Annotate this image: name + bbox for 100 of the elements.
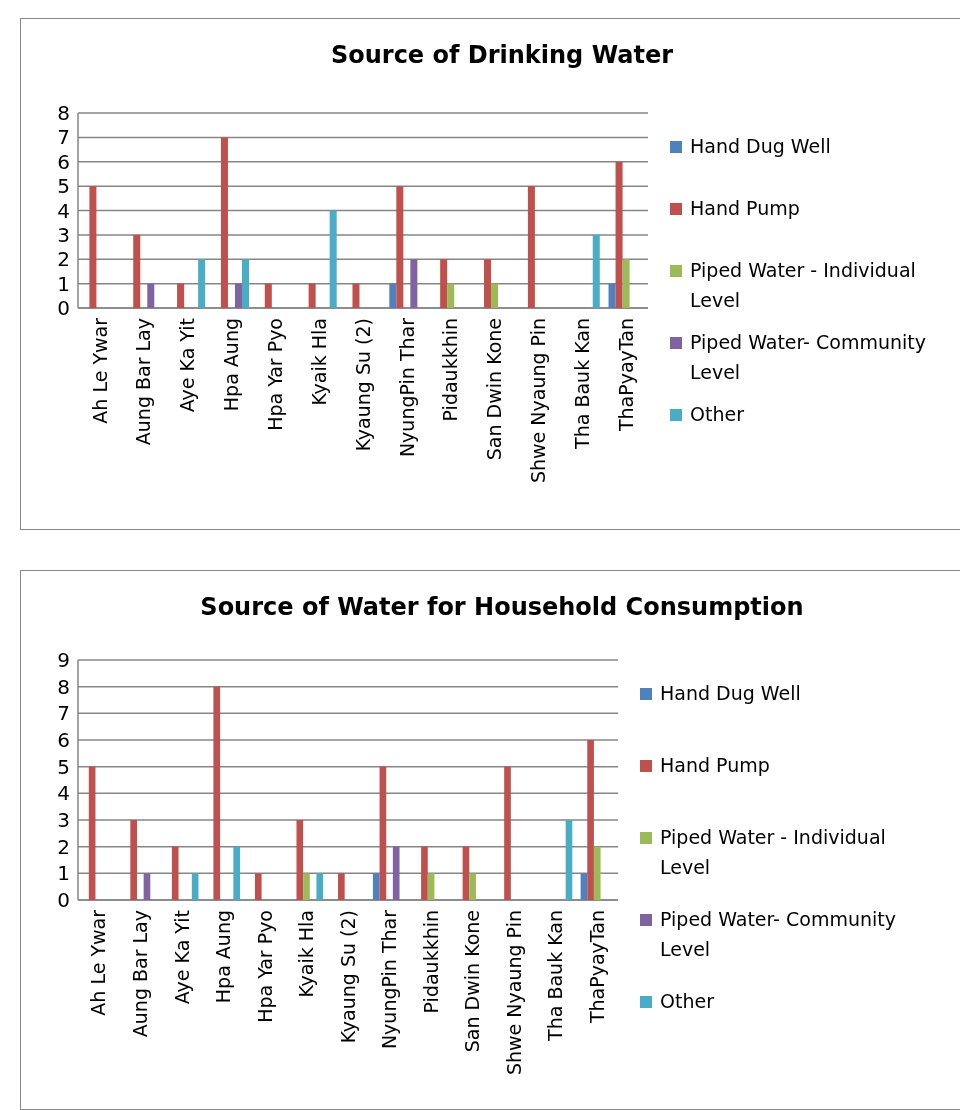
bar xyxy=(171,846,179,900)
y-tick-label: 5 xyxy=(57,754,70,779)
x-tick-label: ThaPyayTan xyxy=(585,910,608,1025)
bar xyxy=(191,873,199,900)
bar xyxy=(440,259,448,308)
legend-label: Piped Water- Community Level xyxy=(660,908,896,960)
bar xyxy=(527,186,535,308)
legend-label: Other xyxy=(660,990,715,1012)
y-tick-label: 3 xyxy=(57,808,70,832)
bar xyxy=(303,873,310,900)
bar xyxy=(615,161,623,308)
bar xyxy=(410,259,418,308)
bar xyxy=(88,766,96,900)
bar xyxy=(296,820,304,900)
legend-label: Piped Water - Individual Level xyxy=(660,826,886,878)
x-tick-label: Kyaung Su (2) xyxy=(336,910,359,1044)
x-tick-label: ThaPyayTan xyxy=(614,318,637,433)
chart-title: Source of Water for Household Consumption xyxy=(200,593,804,621)
y-tick-label: 4 xyxy=(57,198,70,223)
bar xyxy=(329,210,337,308)
bar xyxy=(338,873,345,900)
x-tick-label: Hpa Yar Pyo xyxy=(263,318,286,431)
bar xyxy=(565,820,573,900)
legend-label: Piped Water - Individual Level xyxy=(690,259,916,311)
y-tick-label: 7 xyxy=(57,125,70,150)
y-tick-label: 9 xyxy=(57,648,70,672)
y-tick-label: 6 xyxy=(57,728,70,752)
chart-title: Source of Drinking Water xyxy=(330,41,674,69)
legend-label: Hand Pump xyxy=(660,754,770,776)
x-tick-label: NyungPin Thar xyxy=(395,317,418,458)
y-tick-label: 0 xyxy=(57,296,70,320)
y-tick-label: 8 xyxy=(57,101,70,125)
bar xyxy=(592,234,600,308)
bar xyxy=(622,259,630,308)
bar xyxy=(143,873,151,900)
bar xyxy=(308,283,316,308)
bar xyxy=(130,820,137,900)
legend-label: Hand Dug Well xyxy=(690,135,831,157)
bar xyxy=(213,686,221,900)
bar xyxy=(133,234,141,308)
bar xyxy=(469,873,476,900)
x-tick-label: Ah Le Ywar xyxy=(88,317,111,424)
y-tick-label: 6 xyxy=(57,149,70,174)
bar xyxy=(421,846,428,900)
y-tick-label: 4 xyxy=(57,781,70,806)
bar xyxy=(580,873,588,900)
bar xyxy=(447,283,455,308)
x-tick-label: Hpa Yar Pyo xyxy=(253,910,276,1023)
bar xyxy=(234,283,242,308)
bar xyxy=(484,259,492,308)
x-tick-label: Aung Bar Lay xyxy=(128,910,151,1038)
y-tick-label: 1 xyxy=(57,271,70,296)
bar xyxy=(147,283,155,308)
bar xyxy=(491,283,499,308)
x-tick-label: San Dwin Kone xyxy=(461,910,484,1053)
x-tick-label: Kyaik Hla xyxy=(295,910,318,998)
y-tick-label: 3 xyxy=(57,222,70,247)
y-tick-label: 0 xyxy=(57,888,70,912)
bar xyxy=(89,186,97,308)
y-tick-label: 7 xyxy=(57,701,70,726)
y-tick-label: 1 xyxy=(57,861,70,886)
bar xyxy=(316,873,324,900)
y-tick-label: 5 xyxy=(57,174,70,199)
x-tick-label: Pidaukkhin xyxy=(419,910,442,1014)
x-tick-label: Tha Bauk Kan xyxy=(544,910,567,1042)
bar xyxy=(427,873,435,900)
bar xyxy=(379,766,387,900)
x-tick-label: Hpa Aung xyxy=(220,318,243,412)
x-tick-label: Aye Ka Yit xyxy=(170,910,193,1005)
x-tick-label: Tha Bauk Kan xyxy=(570,318,593,450)
bar xyxy=(389,283,397,308)
bar xyxy=(504,766,511,900)
x-tick-label: Shwe Nyaung Pin xyxy=(527,318,550,484)
x-tick-label: San Dwin Kone xyxy=(483,318,506,461)
bar xyxy=(264,283,272,308)
x-tick-label: Kyaik Hla xyxy=(307,318,330,406)
bar xyxy=(177,283,185,308)
y-tick-label: 8 xyxy=(57,674,70,699)
bar xyxy=(198,259,206,308)
bar xyxy=(254,873,262,900)
legend-label: Piped Water- Community Level xyxy=(690,331,926,383)
bar xyxy=(241,259,249,308)
x-tick-label: NyungPin Thar xyxy=(378,909,401,1050)
x-tick-label: Ah Le Ywar xyxy=(87,909,110,1016)
legend-label: Other xyxy=(690,403,745,425)
bar xyxy=(593,846,601,900)
y-tick-label: 2 xyxy=(57,834,70,859)
bar xyxy=(392,846,400,900)
bar xyxy=(587,740,594,900)
bar xyxy=(608,283,616,308)
legend-label: Hand Pump xyxy=(690,197,800,219)
x-tick-label: Kyaung Su (2) xyxy=(351,318,374,452)
x-tick-label: Hpa Aung xyxy=(212,910,235,1004)
bar xyxy=(372,873,380,900)
bar xyxy=(462,846,470,900)
legend-label: Hand Dug Well xyxy=(660,682,801,704)
x-tick-label: Aye Ka Yit xyxy=(176,318,199,413)
x-tick-label: Pidaukkhin xyxy=(439,318,462,422)
bar xyxy=(396,186,404,308)
bar xyxy=(352,283,360,308)
